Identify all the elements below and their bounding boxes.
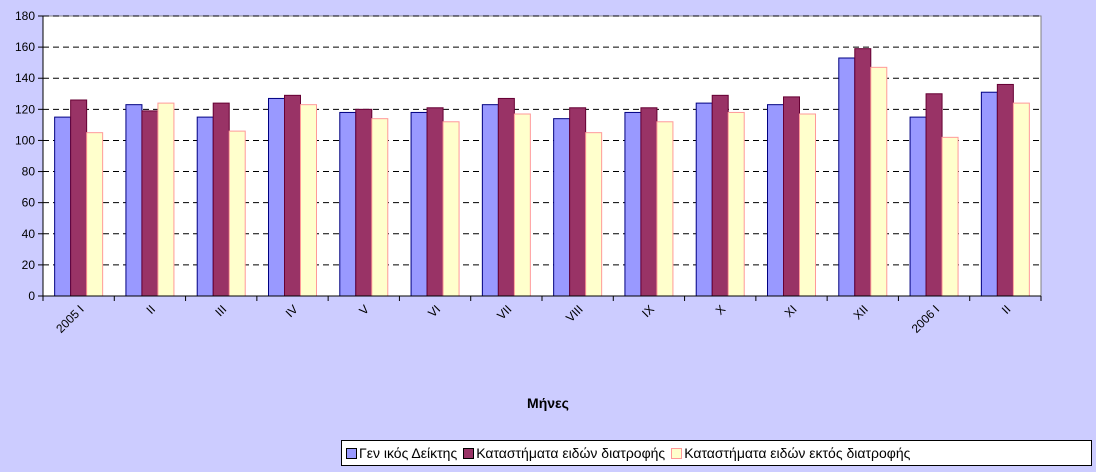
legend-item-series-2: Καταστήματα ειδών διατροφής bbox=[463, 445, 665, 461]
bar-series-3-5 bbox=[371, 118, 389, 297]
bar-series-3-1 bbox=[86, 132, 104, 297]
bar-series-3-11 bbox=[799, 113, 816, 297]
legend: Γεν ικός Δείκτης Καταστήματα ειδών διατρ… bbox=[341, 440, 1092, 466]
x-tick-label: 2006 I bbox=[909, 302, 942, 335]
bar-series-2-14 bbox=[996, 83, 1014, 297]
bar-series-1-8 bbox=[553, 118, 571, 297]
x-tick-label: 2005 I bbox=[53, 302, 86, 335]
x-tick-label: VIII bbox=[563, 302, 586, 325]
y-tick-label: 160 bbox=[15, 40, 35, 54]
x-tick-label: VI bbox=[425, 302, 443, 320]
bar-series-1-6 bbox=[410, 111, 428, 297]
bar-series-3-12 bbox=[870, 66, 888, 297]
y-tick-label: 20 bbox=[22, 258, 36, 272]
bar-series-1-13 bbox=[909, 116, 927, 297]
legend-item-series-1: Γεν ικός Δείκτης bbox=[346, 445, 457, 461]
legend-label-series-1: Γεν ικός Δείκτης bbox=[359, 445, 458, 461]
y-tick-label: 120 bbox=[15, 102, 35, 116]
bar-series-2-12 bbox=[854, 48, 872, 297]
bar-series-2-10 bbox=[711, 94, 729, 297]
plot-area bbox=[42, 15, 1042, 297]
bar-series-1-9 bbox=[624, 111, 642, 297]
bar-series-3-2 bbox=[157, 102, 175, 297]
bar-series-2-8 bbox=[569, 107, 587, 297]
bar-series-1-14 bbox=[980, 91, 998, 297]
plot-background bbox=[42, 15, 1042, 297]
y-tick-label: 180 bbox=[15, 9, 35, 23]
axes bbox=[38, 15, 1042, 301]
x-tick-label: V bbox=[356, 302, 372, 318]
legend-label-series-2: Καταστήματα ειδών διατροφής bbox=[476, 445, 666, 461]
bar-series-2-13 bbox=[925, 93, 943, 297]
x-tick-label: IV bbox=[283, 302, 301, 320]
legend-swatch-series-2 bbox=[463, 447, 475, 459]
bar-series-3-10 bbox=[727, 111, 745, 297]
bar-series-1-5 bbox=[339, 111, 357, 297]
bar-series-3-6 bbox=[442, 121, 460, 297]
x-tick-label: II bbox=[999, 302, 1014, 317]
bar-series-3-7 bbox=[513, 113, 531, 297]
bar-series-1-12 bbox=[838, 57, 856, 297]
bar-series-2-4 bbox=[284, 94, 301, 297]
y-tick-labels: 0 20 40 60 80 100 120 140 160 180 bbox=[15, 9, 35, 303]
bar-series-1-4 bbox=[268, 97, 285, 297]
bar-series-3-14 bbox=[1012, 102, 1030, 297]
x-tick-label: X bbox=[713, 302, 729, 318]
y-tick-label: 140 bbox=[15, 71, 35, 85]
bar-series-1-2 bbox=[125, 104, 143, 297]
bar-series-2-9 bbox=[640, 107, 658, 297]
x-tick-label: II bbox=[143, 302, 158, 317]
bar-series-3-4 bbox=[300, 104, 317, 297]
y-tick-label: 80 bbox=[22, 165, 36, 179]
x-axis-title: Μήνες bbox=[527, 395, 569, 411]
x-tick-label: III bbox=[212, 302, 229, 319]
bar-series-3-13 bbox=[941, 136, 959, 297]
bar-series-3-8 bbox=[585, 132, 603, 297]
bar-series-3-9 bbox=[656, 121, 674, 297]
bar-series-2-1 bbox=[70, 99, 88, 297]
legend-item-series-3: Καταστήματα ειδών εκτός διατροφής bbox=[671, 445, 910, 461]
bar-series-1-10 bbox=[695, 102, 713, 297]
bar-series-2-11 bbox=[783, 96, 800, 297]
y-tick-label: 60 bbox=[22, 196, 36, 210]
legend-swatch-series-3 bbox=[671, 447, 683, 459]
bar-series-2-7 bbox=[497, 97, 515, 297]
bar-series-1-3 bbox=[196, 116, 214, 297]
bar-series-1-7 bbox=[481, 104, 499, 297]
x-tick-label: XII bbox=[851, 302, 871, 322]
x-tick-label: VII bbox=[494, 302, 514, 322]
x-tick-label: IX bbox=[639, 302, 657, 320]
legend-swatch-series-1 bbox=[346, 447, 357, 459]
bar-series-3-3 bbox=[228, 130, 246, 297]
y-tick-label: 100 bbox=[15, 133, 35, 147]
bars bbox=[54, 48, 1030, 297]
bar-series-2-2 bbox=[141, 110, 159, 297]
bar-series-2-6 bbox=[426, 107, 444, 297]
y-tick-label: 0 bbox=[28, 289, 35, 303]
y-tick-label: 40 bbox=[22, 227, 36, 241]
bar-series-2-3 bbox=[212, 102, 230, 297]
x-tick-labels: 2005 I II III IV V VI VII VIII IX X XI XII 2006 I II bbox=[53, 302, 1013, 335]
bar-series-1-11 bbox=[767, 104, 784, 297]
x-tick-label: XI bbox=[782, 302, 800, 320]
bar-series-1-1 bbox=[54, 116, 72, 297]
bar-series-2-5 bbox=[355, 108, 373, 297]
legend-label-series-3: Καταστήματα ειδών εκτός διατροφής bbox=[684, 445, 911, 461]
